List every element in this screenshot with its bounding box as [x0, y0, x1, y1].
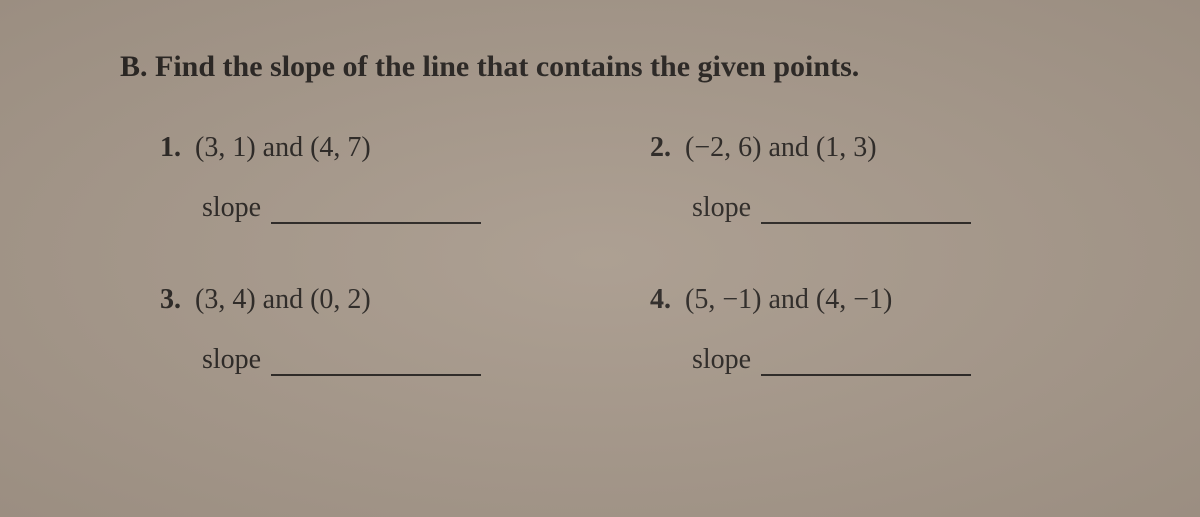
- answer-row: slope: [202, 192, 570, 224]
- answer-blank[interactable]: [271, 196, 481, 224]
- problem-text: 2. (−2, 6) and (1, 3): [650, 132, 1060, 164]
- answer-blank[interactable]: [271, 348, 481, 376]
- problem-3: 3. (3, 4) and (0, 2) slope: [160, 284, 570, 376]
- problem-text: 1. (3, 1) and (4, 7): [160, 132, 570, 164]
- problem-text: 3. (3, 4) and (0, 2): [160, 284, 570, 316]
- problem-1: 1. (3, 1) and (4, 7) slope: [160, 132, 570, 224]
- problems-grid: 1. (3, 1) and (4, 7) slope 2. (−2, 6) and …: [120, 132, 1100, 376]
- problem-points: (3, 4) and (0, 2): [195, 284, 371, 315]
- problem-number: 3.: [160, 284, 181, 315]
- problem-number: 1.: [160, 132, 181, 163]
- problem-2: 2. (−2, 6) and (1, 3) slope: [650, 132, 1060, 224]
- problem-text: 4. (5, −1) and (4, −1): [650, 284, 1060, 316]
- answer-label: slope: [202, 192, 261, 224]
- instruction-text: Find the slope of the line that contains…: [155, 50, 859, 83]
- problem-number: 2.: [650, 132, 671, 163]
- section-instruction: B. Find the slope of the line that conta…: [120, 50, 1100, 84]
- answer-row: slope: [692, 344, 1060, 376]
- problem-points: (3, 1) and (4, 7): [195, 132, 371, 163]
- answer-blank[interactable]: [761, 196, 971, 224]
- section-label: B.: [120, 50, 148, 83]
- answer-blank[interactable]: [761, 348, 971, 376]
- problem-points: (−2, 6) and (1, 3): [685, 132, 877, 163]
- answer-row: slope: [202, 344, 570, 376]
- problem-points: (5, −1) and (4, −1): [685, 284, 892, 315]
- answer-label: slope: [692, 192, 751, 224]
- problem-4: 4. (5, −1) and (4, −1) slope: [650, 284, 1060, 376]
- answer-label: slope: [692, 344, 751, 376]
- answer-row: slope: [692, 192, 1060, 224]
- answer-label: slope: [202, 344, 261, 376]
- problem-number: 4.: [650, 284, 671, 315]
